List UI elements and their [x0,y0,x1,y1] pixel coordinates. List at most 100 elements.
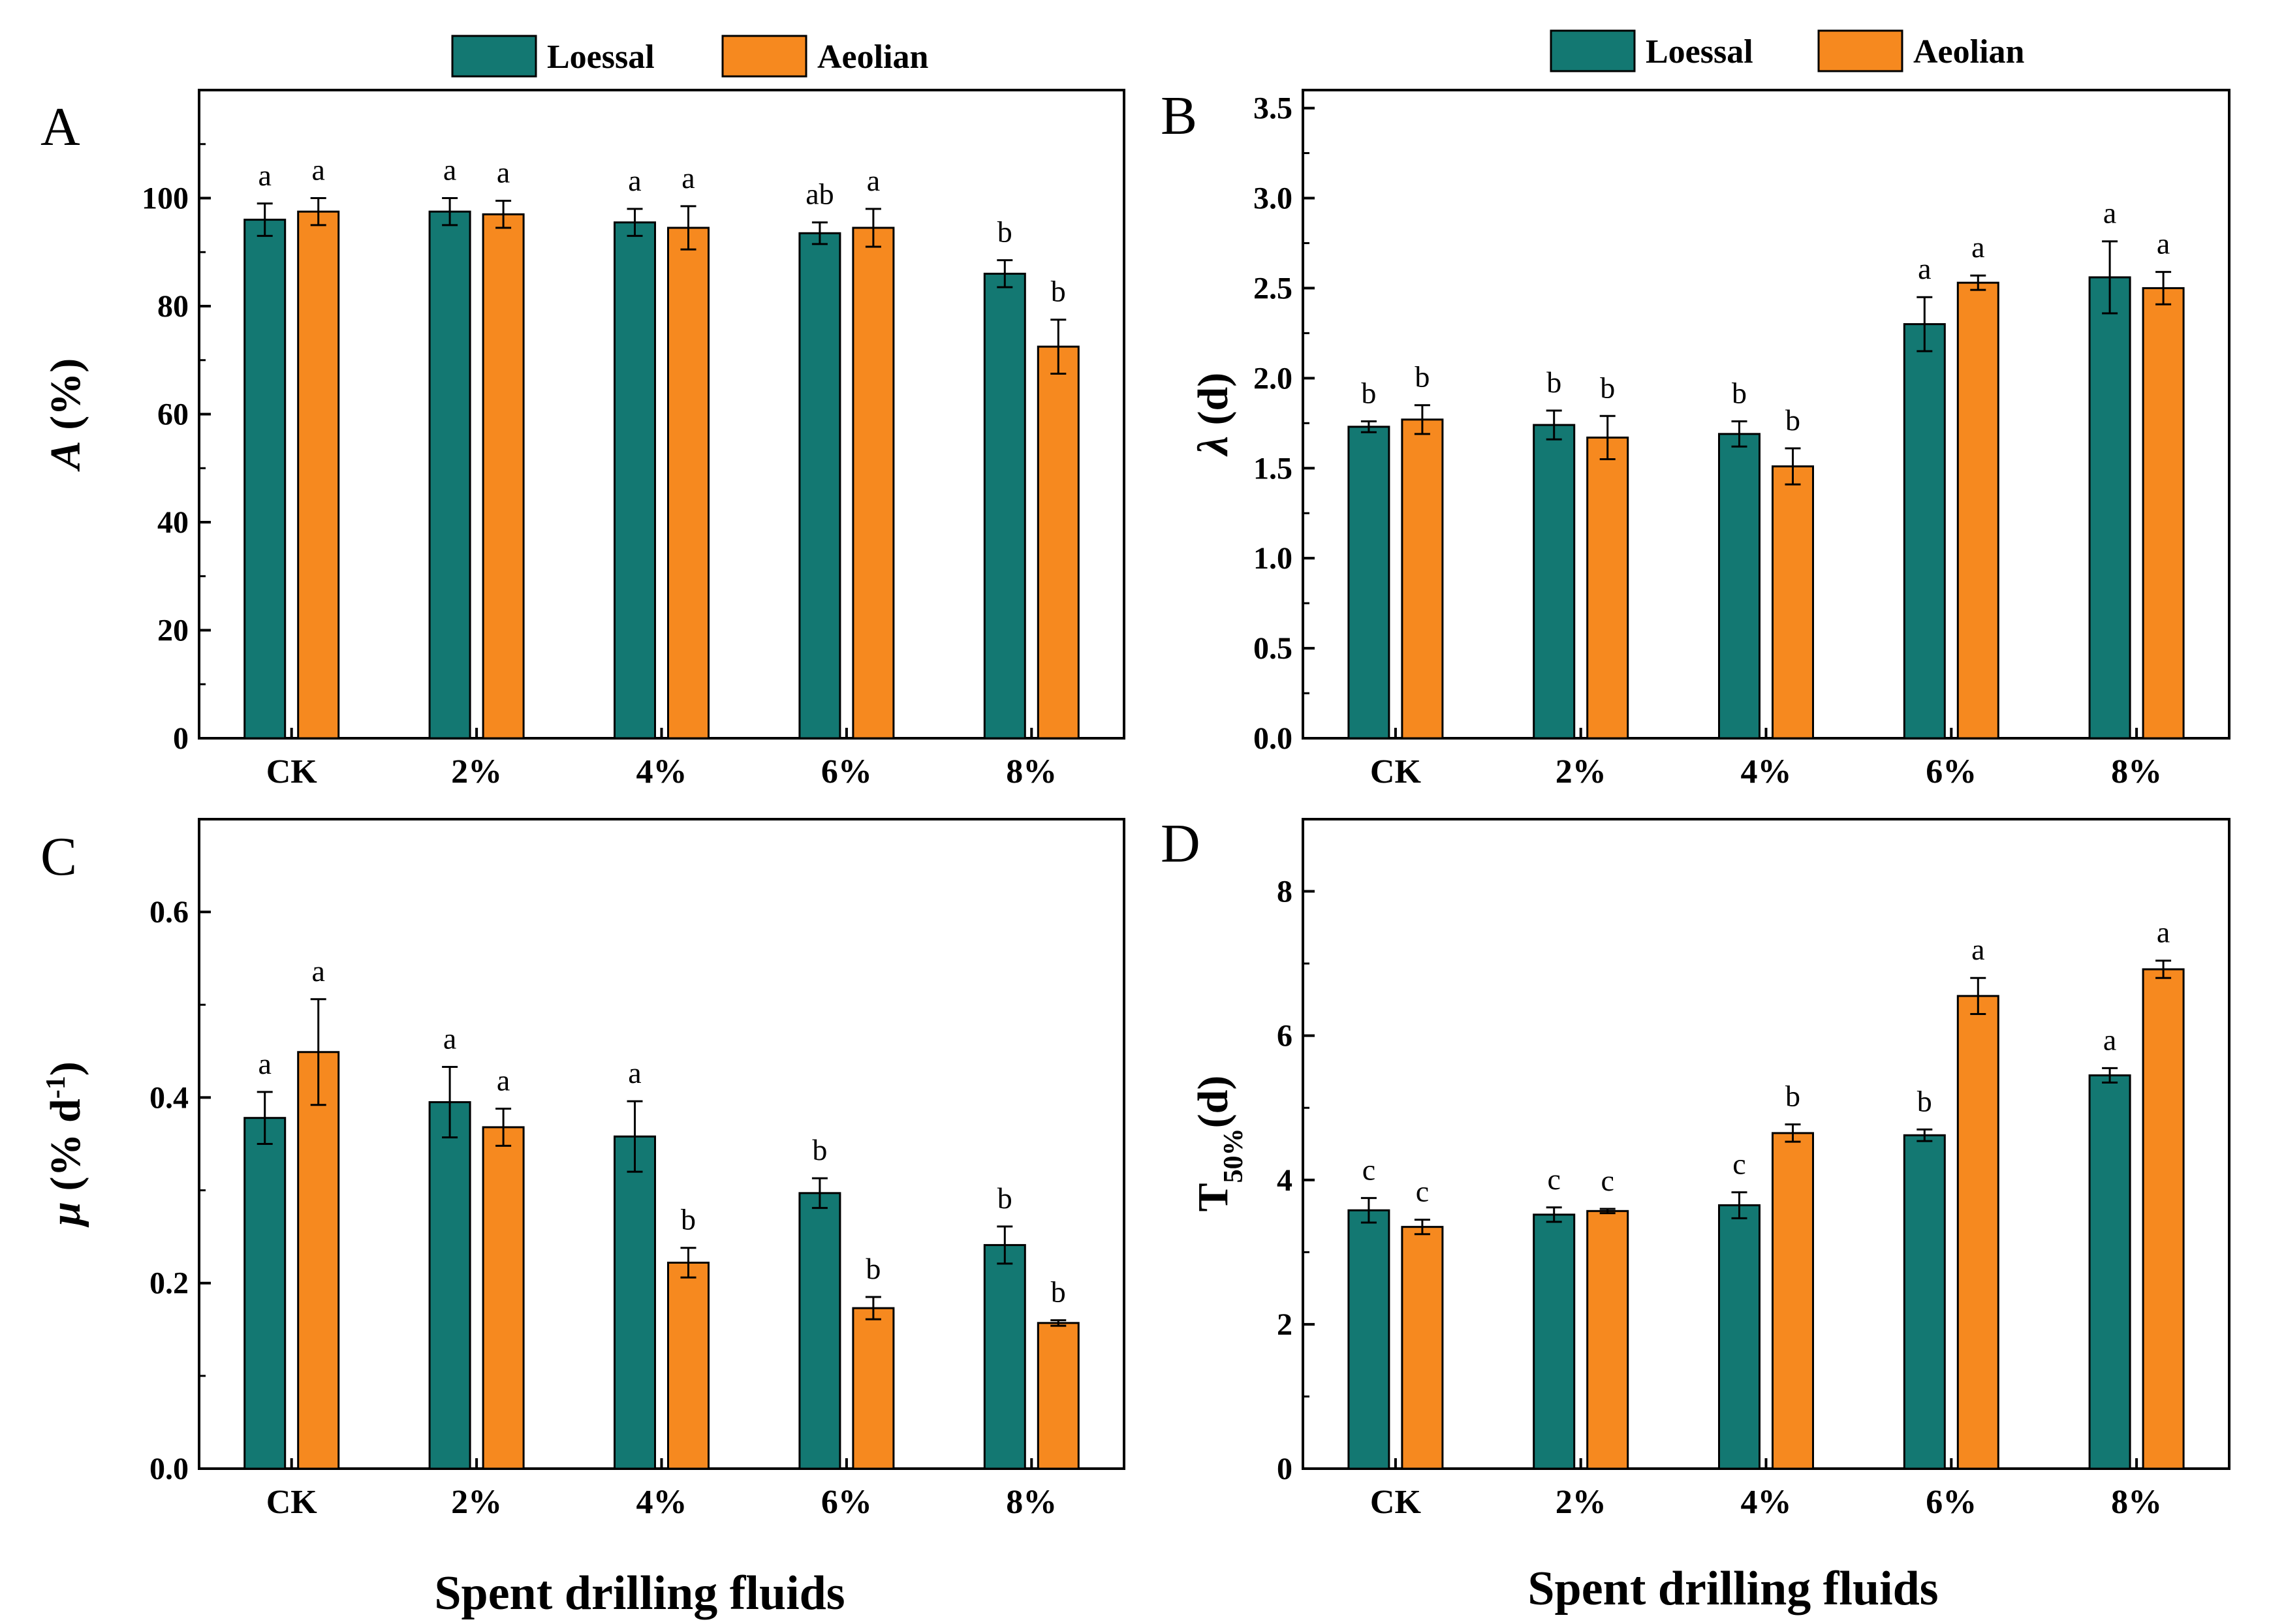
aeolian-bar [852,1307,895,1470]
significance-label: a [2157,916,2170,949]
x-tick-label: 2% [1556,1484,1606,1521]
loessal-bar [1533,424,1576,740]
significance-label: a [258,1047,271,1080]
significance-label: c [1362,1153,1375,1186]
loessal-bar [983,1243,1026,1470]
significance-label: a [258,159,271,192]
loessal-bar [798,1192,841,1470]
y-tick-label: 40 [157,505,189,540]
legend-swatch-aeolian [721,35,807,78]
significance-label: a [2103,1023,2116,1056]
aeolian-bar [2142,968,2185,1470]
x-tick-label: 6% [1926,753,1977,790]
significance-label: b [681,1203,696,1236]
y-tick-label: 2.5 [1253,271,1292,305]
x-tick-label: 4% [636,753,687,790]
significance-label: a [497,156,510,189]
loessal-bar [1718,1204,1760,1470]
aeolian-bar [667,1261,710,1470]
loessal-bar [1903,1134,1946,1470]
significance-label: c [1601,1164,1614,1197]
y-tick-label: 100 [142,181,189,216]
x-axis-title-right: Spent drilling fluids [1527,1562,1938,1616]
panel-letter: C [40,826,77,887]
aeolian-bar [667,226,710,740]
loessal-bar [1903,323,1946,740]
aeolian-bar [1772,1132,1814,1470]
legend-left: Loessal Aeolian [451,35,929,78]
y-tick-label: 2 [1277,1307,1292,1342]
x-tick-label: 2% [451,1484,502,1521]
y-tick-label: 0 [1277,1452,1292,1486]
legend-label-aeolian: Aeolian [817,39,929,76]
y-tick-label: 4 [1277,1163,1292,1198]
significance-label: a [311,954,324,988]
x-tick-label: 8% [1006,753,1057,790]
significance-label: a [443,1022,456,1055]
loessal-bar [243,1117,287,1470]
significance-label: a [443,153,456,187]
significance-label: a [2103,196,2116,230]
significance-label: c [1547,1163,1560,1196]
loessal-bar [614,1135,656,1470]
significance-label: c [1416,1175,1429,1208]
aeolian-bar [482,213,525,740]
aeolian-bar [297,210,340,740]
x-tick-label: 8% [1006,1484,1057,1521]
panel-letter: A [40,97,80,157]
significance-label: b [1051,1275,1066,1309]
loessal-bar [428,1101,471,1470]
x-tick-label: 4% [636,1484,687,1521]
significance-label: c [1732,1148,1745,1181]
y-tick-label: 0.5 [1253,631,1292,666]
y-tick-label: 0.4 [149,1080,189,1115]
panel-d: 0 2 4 6 8 CK c c 2% c c 4% c b 6% b a 8% a a D T50%(d) [1161,813,2230,1521]
y-tick-label: 20 [157,614,189,648]
legend-label-loessal: Loessal [547,39,655,76]
aeolian-bar [1956,281,1999,740]
significance-label: a [1971,230,1984,264]
panel-letter: D [1161,813,1200,874]
legend-label-loessal: Loessal [1646,33,1753,70]
x-tick-label: 2% [1556,753,1606,790]
x-tick-label: 6% [821,753,872,790]
significance-label: b [866,1252,881,1285]
y-tick-label: 3.0 [1253,181,1292,216]
loessal-bar [1533,1213,1576,1470]
y-axis-title: λ (d) [1189,373,1237,457]
aeolian-bar [1037,1322,1080,1470]
x-tick-label: CK [1370,1484,1422,1521]
significance-label: a [311,153,324,187]
significance-label: ab [806,178,834,211]
loessal-bar [428,210,471,740]
x-tick-label: CK [1370,753,1422,790]
y-tick-label: 1.5 [1253,451,1292,486]
x-tick-label: 4% [1741,1484,1792,1521]
significance-label: b [1415,360,1430,394]
y-tick-label: 80 [157,289,189,324]
significance-label: b [997,1181,1012,1215]
aeolian-bar [2142,287,2185,740]
significance-label: b [1546,366,1561,399]
loessal-bar [614,221,656,740]
y-axis-title: A (%) [42,358,89,473]
loessal-bar [1347,1209,1390,1470]
x-tick-label: 4% [1741,753,1792,790]
aeolian-bar [1956,995,1999,1470]
significance-label: a [2157,227,2170,260]
panel-c: 0.0 0.2 0.4 0.6 CK a a 2% a a 4% a b 6% b b 8% b b Cμ (% d-… [40,818,1125,1521]
x-tick-label: CK [266,753,318,790]
y-axis-title: μ (% d-1) [41,1061,89,1227]
aeolian-bar [1772,465,1814,740]
legend-swatch-loessal [451,35,537,78]
loessal-bar [243,219,287,740]
significance-label: b [1600,371,1615,404]
significance-label: b [1732,377,1747,410]
y-tick-label: 3.5 [1253,91,1292,126]
x-tick-label: 8% [2111,1484,2162,1521]
aeolian-bar [852,226,895,740]
loessal-bar [798,232,841,740]
loessal-bar [1347,426,1390,740]
y-tick-label: 0.0 [1253,721,1292,756]
